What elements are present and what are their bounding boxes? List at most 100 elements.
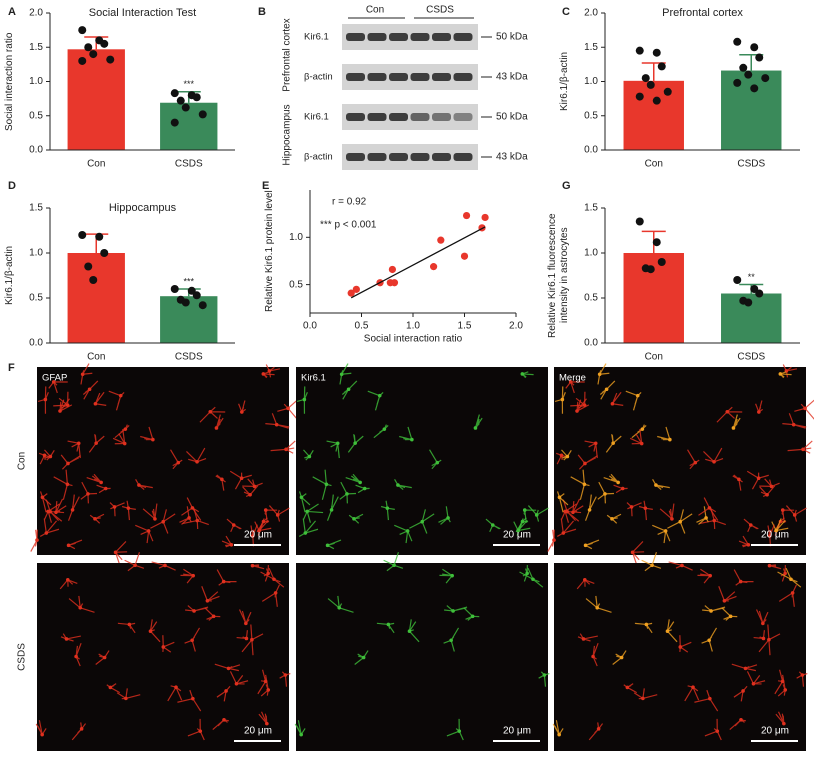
cell-body xyxy=(226,666,231,671)
cell xyxy=(135,479,153,491)
cell-body xyxy=(163,563,167,568)
cell-body xyxy=(725,409,730,414)
cell-body xyxy=(325,543,330,548)
blot-band xyxy=(432,33,451,41)
cell-body xyxy=(761,621,765,626)
cell xyxy=(779,371,792,379)
cell-body xyxy=(595,605,600,610)
significance: ** xyxy=(748,272,756,282)
cell xyxy=(167,685,183,702)
cell-body xyxy=(643,506,648,510)
cell xyxy=(252,564,265,570)
cell-body xyxy=(803,406,807,411)
cell xyxy=(657,426,671,441)
cell-body xyxy=(587,508,592,512)
cell xyxy=(463,607,480,621)
cell xyxy=(326,494,339,521)
blot-band xyxy=(410,113,430,121)
scale-label: 20 μm xyxy=(503,726,531,737)
cell-body xyxy=(103,486,108,491)
cell xyxy=(214,663,241,672)
cell-body xyxy=(65,577,70,582)
cell-body xyxy=(670,517,674,521)
y-tick-label: 1.0 xyxy=(289,232,303,243)
cell-body xyxy=(761,636,766,641)
cell-body xyxy=(790,591,795,595)
blot-band xyxy=(389,113,408,121)
cell-body xyxy=(751,681,756,686)
cell-body xyxy=(123,427,128,431)
cell xyxy=(303,449,314,461)
micrograph: 20 μm xyxy=(35,551,291,751)
cell xyxy=(733,569,754,586)
cell-body xyxy=(715,729,720,733)
cell xyxy=(746,470,769,490)
cell-body xyxy=(654,483,658,487)
cell xyxy=(312,469,332,500)
cell-body xyxy=(774,528,778,533)
cell xyxy=(268,505,290,522)
data-point xyxy=(744,298,753,307)
cell-body xyxy=(693,460,698,465)
data-point xyxy=(78,56,87,65)
cell xyxy=(439,568,453,584)
data-point xyxy=(635,92,644,101)
cell-body xyxy=(737,477,741,482)
cell-body xyxy=(358,480,362,485)
data-point xyxy=(646,265,655,274)
micrograph: 20 μm xyxy=(552,551,808,751)
cell-body xyxy=(731,426,736,430)
cell xyxy=(611,391,624,406)
cell xyxy=(106,683,121,694)
scale-label: 20 μm xyxy=(761,530,789,541)
cell-body xyxy=(557,495,562,500)
cell-body xyxy=(244,621,248,626)
data-point xyxy=(437,236,445,244)
cell-body xyxy=(741,689,745,693)
cell xyxy=(260,567,285,588)
blot-band xyxy=(367,73,387,81)
cell-body xyxy=(250,637,254,642)
blot-band xyxy=(410,153,430,161)
data-point xyxy=(635,46,644,55)
cell-body xyxy=(248,492,252,497)
cell-body xyxy=(284,447,288,452)
cell-body xyxy=(286,406,290,411)
cell-body xyxy=(214,426,219,430)
cell xyxy=(694,689,719,712)
cell xyxy=(631,541,645,564)
y-tick-label: 0.5 xyxy=(584,110,598,121)
cell-body xyxy=(392,563,396,568)
cell-body xyxy=(265,721,269,726)
y-tick-label: 1.0 xyxy=(584,76,598,87)
cell xyxy=(584,494,597,521)
cell-body xyxy=(261,372,266,376)
cell-body xyxy=(616,480,620,485)
cell xyxy=(186,447,207,463)
y-tick-label: 1.5 xyxy=(584,42,598,53)
cell-body xyxy=(93,517,97,521)
cell xyxy=(782,364,798,378)
cell-body xyxy=(78,605,83,610)
cell xyxy=(703,447,724,463)
group-label: Con xyxy=(366,5,384,16)
blot-band xyxy=(367,113,387,121)
cell-body xyxy=(629,505,634,509)
cell-body xyxy=(778,372,783,376)
cell xyxy=(576,398,590,412)
x-tick-label: 0.0 xyxy=(303,321,317,332)
x-tick-label: 1.5 xyxy=(458,321,472,332)
micrograph: 20 μm GFAP xyxy=(30,363,300,564)
cell xyxy=(584,440,598,459)
x-tick-label: CSDS xyxy=(737,352,765,363)
cell xyxy=(96,484,111,494)
cell xyxy=(666,619,678,643)
cell-body xyxy=(405,529,410,533)
cell-body xyxy=(565,454,570,459)
cell xyxy=(565,381,585,394)
cell xyxy=(794,399,814,420)
cell xyxy=(226,518,242,533)
micrograph: 20 μm Kir6.1 xyxy=(296,363,549,555)
blot-band xyxy=(410,33,430,41)
panel-label: E xyxy=(262,180,269,192)
